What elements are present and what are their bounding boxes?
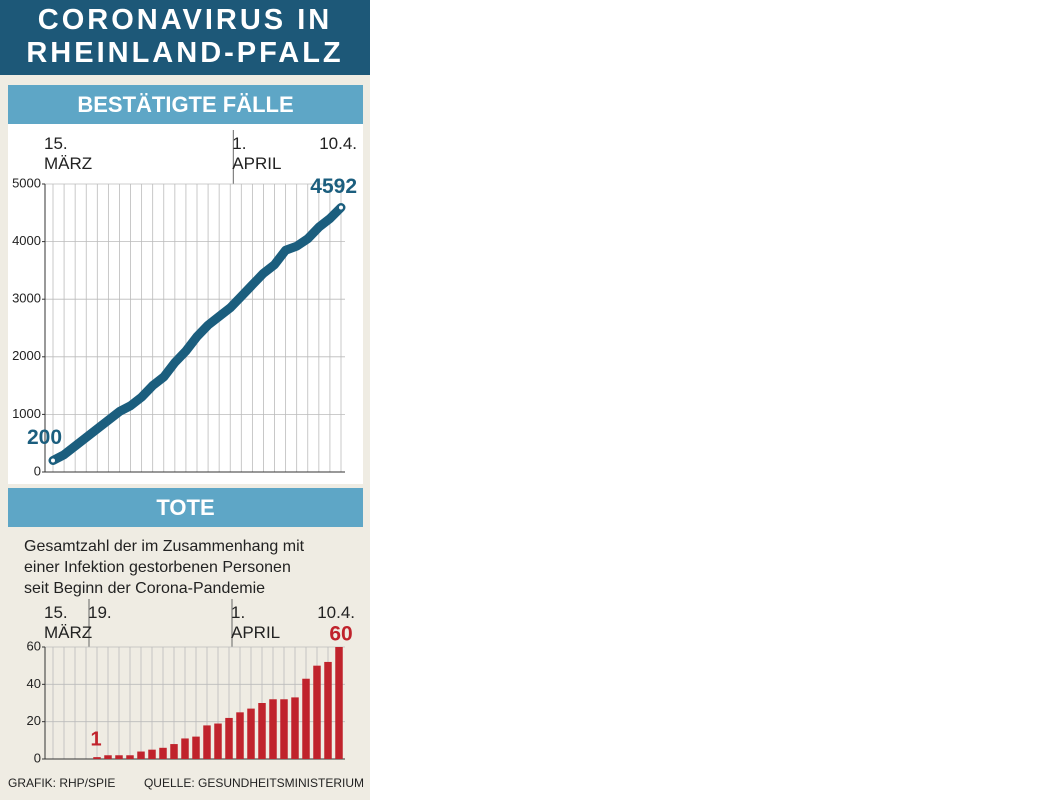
x-tick-label: 1. APRIL xyxy=(232,134,282,173)
x-tick-label: 19. xyxy=(88,603,112,622)
end-marker xyxy=(337,203,345,212)
bar xyxy=(170,744,178,759)
bar xyxy=(104,755,112,759)
chart: 0 1000 2000 3000 4000 5000 200 4592 0 20 40 60 1 60 xyxy=(12,130,357,765)
bar xyxy=(203,725,211,759)
y-tick-label: 5000 xyxy=(12,175,41,190)
x-tick-label: 10.4. xyxy=(319,134,357,153)
bar xyxy=(335,647,343,759)
bar xyxy=(313,665,321,759)
value-label: 1 xyxy=(90,728,101,750)
bar xyxy=(192,736,200,759)
bar xyxy=(126,755,134,759)
credit: GRAFIK: RHP/SPIE xyxy=(8,776,116,790)
section-title: BESTÄTIGTE FÄLLE xyxy=(8,85,363,124)
y-tick-label: 3000 xyxy=(12,291,41,306)
section-title: TOTE xyxy=(8,488,363,527)
y-tick-label: 0 xyxy=(34,750,41,765)
bar xyxy=(258,703,266,759)
bar xyxy=(93,757,101,759)
bar xyxy=(148,749,156,759)
x-tick-label: 1. APRIL xyxy=(231,603,281,642)
bar xyxy=(247,708,255,759)
y-tick-label: 40 xyxy=(27,676,41,691)
bar xyxy=(269,699,277,759)
header-title: CORONAVIRUS IN RHEINLAND-PFALZ xyxy=(0,0,370,75)
bar xyxy=(137,751,145,759)
y-tick-label: 1000 xyxy=(12,406,41,421)
value-label: 60 xyxy=(329,623,352,646)
bar xyxy=(280,699,288,759)
x-tick-label: 15. MÄRZ xyxy=(44,603,93,642)
bar xyxy=(214,723,222,759)
source: QUELLE: GESUNDHEITSMINISTERIUM xyxy=(143,776,364,790)
y-tick-label: 60 xyxy=(27,638,41,653)
y-tick-label: 4000 xyxy=(12,233,41,248)
y-tick-label: 0 xyxy=(34,463,41,478)
y-tick-label: 2000 xyxy=(12,348,41,363)
bar xyxy=(291,697,299,759)
line xyxy=(48,203,346,465)
x-tick-label: 10.4. xyxy=(317,603,355,622)
bar xyxy=(181,738,189,759)
bar xyxy=(115,755,123,759)
bar xyxy=(236,712,244,759)
end-marker xyxy=(49,456,57,465)
chart-subtitle: Gesamtzahl der im Zusammenhang mit einer… xyxy=(24,538,305,597)
y-tick-label: 20 xyxy=(27,713,41,728)
bar xyxy=(324,661,332,759)
bar xyxy=(159,747,167,759)
bar xyxy=(302,678,310,759)
x-tick-label: 15. MÄRZ xyxy=(44,134,93,173)
value-label: 200 xyxy=(27,426,62,449)
value-label: 4592 xyxy=(310,175,357,198)
bar xyxy=(225,717,233,759)
